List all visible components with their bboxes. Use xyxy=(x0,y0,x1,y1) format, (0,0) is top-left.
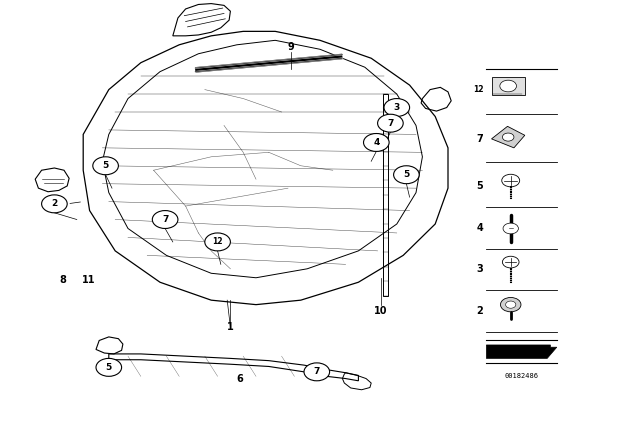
Text: 8: 8 xyxy=(60,275,66,285)
FancyBboxPatch shape xyxy=(492,77,525,95)
Circle shape xyxy=(502,256,519,268)
Text: 5: 5 xyxy=(102,161,109,170)
Circle shape xyxy=(503,223,518,234)
Circle shape xyxy=(152,211,178,228)
Circle shape xyxy=(500,297,521,312)
Text: 7: 7 xyxy=(314,367,320,376)
Text: 12: 12 xyxy=(212,237,223,246)
Circle shape xyxy=(502,133,514,141)
Text: 3: 3 xyxy=(476,264,483,274)
Text: 1: 1 xyxy=(227,322,234,332)
Text: 3: 3 xyxy=(394,103,400,112)
Text: 4: 4 xyxy=(476,224,483,233)
Text: 2: 2 xyxy=(51,199,58,208)
Text: 7: 7 xyxy=(162,215,168,224)
Text: 10: 10 xyxy=(374,306,388,316)
Circle shape xyxy=(378,114,403,132)
Circle shape xyxy=(384,99,410,116)
Circle shape xyxy=(205,233,230,251)
Polygon shape xyxy=(492,126,525,148)
Circle shape xyxy=(96,358,122,376)
Text: 5: 5 xyxy=(106,363,112,372)
Text: 5: 5 xyxy=(476,181,483,191)
Text: 2: 2 xyxy=(476,306,483,316)
Text: 7: 7 xyxy=(387,119,394,128)
Polygon shape xyxy=(486,345,557,358)
Circle shape xyxy=(500,80,516,92)
Circle shape xyxy=(93,157,118,175)
Text: 00182486: 00182486 xyxy=(504,373,539,379)
Circle shape xyxy=(506,301,516,308)
Circle shape xyxy=(502,174,520,187)
Text: 12: 12 xyxy=(473,85,483,94)
Text: 4: 4 xyxy=(373,138,380,147)
Circle shape xyxy=(42,195,67,213)
Text: 6: 6 xyxy=(237,374,243,383)
Text: 9: 9 xyxy=(288,42,294,52)
Circle shape xyxy=(364,134,389,151)
Circle shape xyxy=(304,363,330,381)
Text: 11: 11 xyxy=(81,275,95,285)
Text: 5: 5 xyxy=(403,170,410,179)
Text: 7: 7 xyxy=(476,134,483,144)
Circle shape xyxy=(394,166,419,184)
